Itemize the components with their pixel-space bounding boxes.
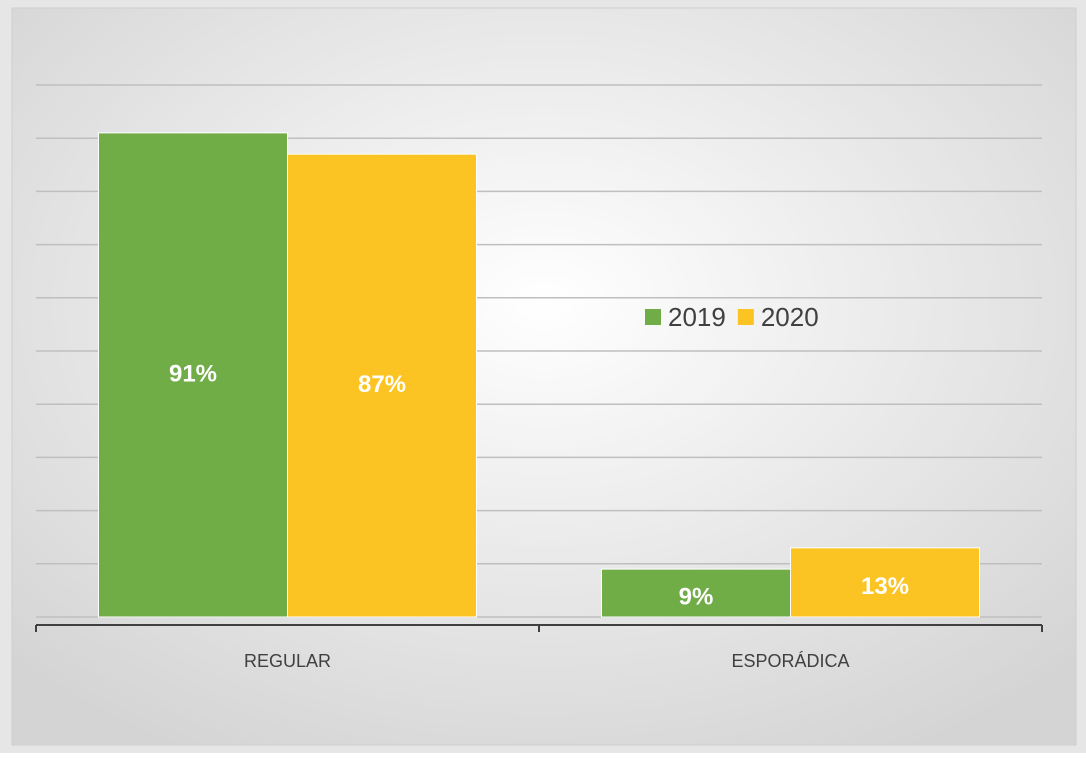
x-tick-label: REGULAR xyxy=(244,651,331,671)
legend-swatch xyxy=(737,309,754,325)
value-label: 13% xyxy=(861,573,909,600)
bar xyxy=(601,568,791,618)
bar xyxy=(98,132,288,618)
bar xyxy=(790,547,980,618)
value-label: 87% xyxy=(358,371,406,398)
legend-label: 2020 xyxy=(761,302,819,332)
legend-swatch xyxy=(645,309,661,325)
legend-label: 2019 xyxy=(668,302,726,332)
value-label: 9% xyxy=(679,583,714,610)
bar xyxy=(287,153,477,618)
x-tick-label: ESPORÁDICA xyxy=(731,651,849,671)
value-label: 91% xyxy=(169,360,217,387)
